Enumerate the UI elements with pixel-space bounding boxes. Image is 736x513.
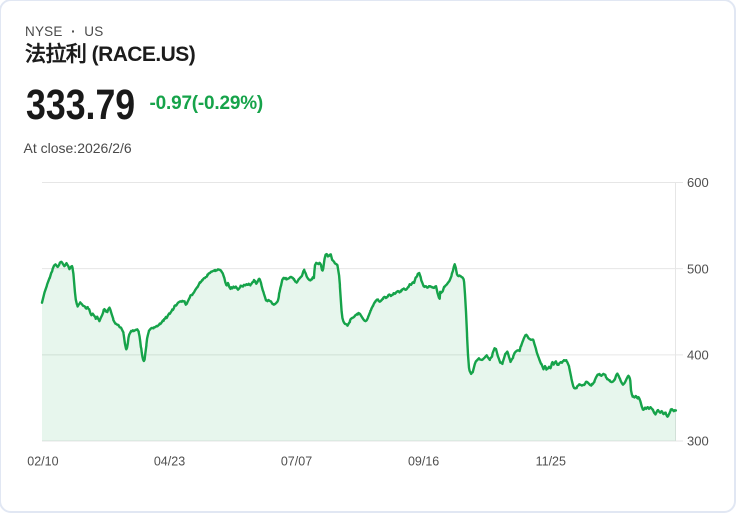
- svg-text:02/10: 02/10: [27, 455, 58, 469]
- svg-text:07/07: 07/07: [281, 455, 312, 469]
- svg-text:04/23: 04/23: [154, 455, 185, 469]
- svg-text:400: 400: [687, 347, 709, 362]
- svg-text:300: 300: [687, 434, 709, 449]
- svg-text:600: 600: [687, 175, 709, 190]
- svg-text:11/25: 11/25: [536, 455, 566, 469]
- svg-text:09/16: 09/16: [408, 455, 439, 469]
- svg-text:500: 500: [687, 261, 709, 276]
